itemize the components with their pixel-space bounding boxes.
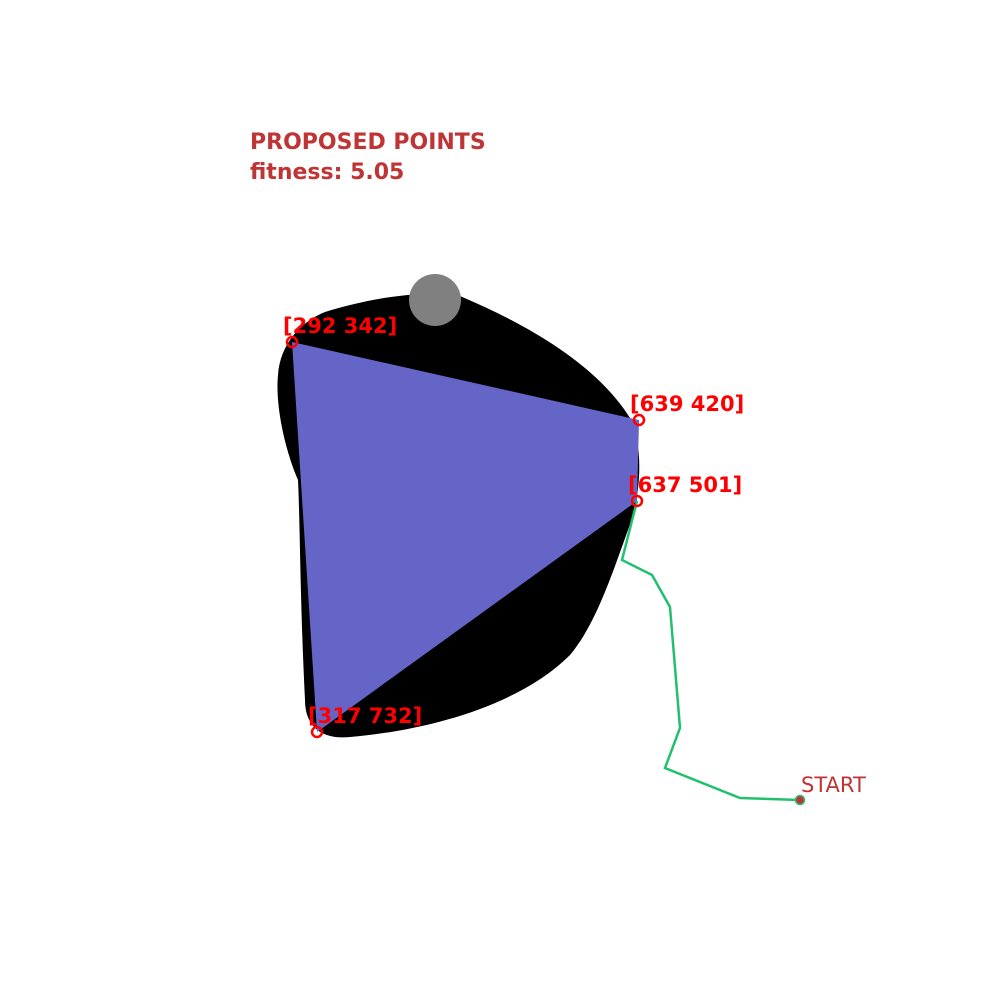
header-title: PROPOSED POINTS [250, 130, 486, 155]
circle-marker-icon [310, 725, 324, 739]
point-label: [639 420] [630, 392, 744, 416]
point-label: [317 732] [308, 704, 422, 728]
point-label: [292 342] [283, 314, 397, 338]
fitness-value: 5.05 [350, 160, 405, 185]
gray-circle-icon [409, 274, 461, 326]
point-label: [637 501] [628, 473, 742, 497]
circle-marker-icon [632, 413, 646, 427]
start-marker-icon [794, 794, 806, 806]
circle-marker-icon [285, 335, 299, 349]
header: PROPOSED POINTS fitness: 5.05 [250, 128, 486, 188]
point-marker-3: [317 732] [308, 704, 422, 739]
proposed-polygon [292, 342, 639, 732]
fitness-readout: fitness: 5.05 [250, 158, 486, 188]
circle-marker-icon [630, 494, 644, 508]
point-marker-1: [639 420] [630, 392, 744, 427]
start-label: START [801, 773, 866, 797]
robot-path [620, 500, 801, 802]
point-marker-0: [292 342] [283, 314, 397, 349]
point-marker-2: [637 501] [628, 473, 742, 508]
fitness-label: fitness: [250, 160, 343, 185]
